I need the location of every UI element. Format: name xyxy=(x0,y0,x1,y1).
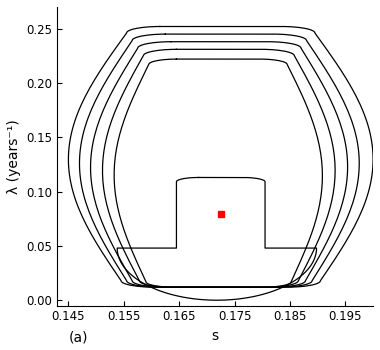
Text: (a): (a) xyxy=(68,331,88,345)
X-axis label: s: s xyxy=(212,329,219,343)
Y-axis label: λ (years⁻¹): λ (years⁻¹) xyxy=(7,119,21,194)
